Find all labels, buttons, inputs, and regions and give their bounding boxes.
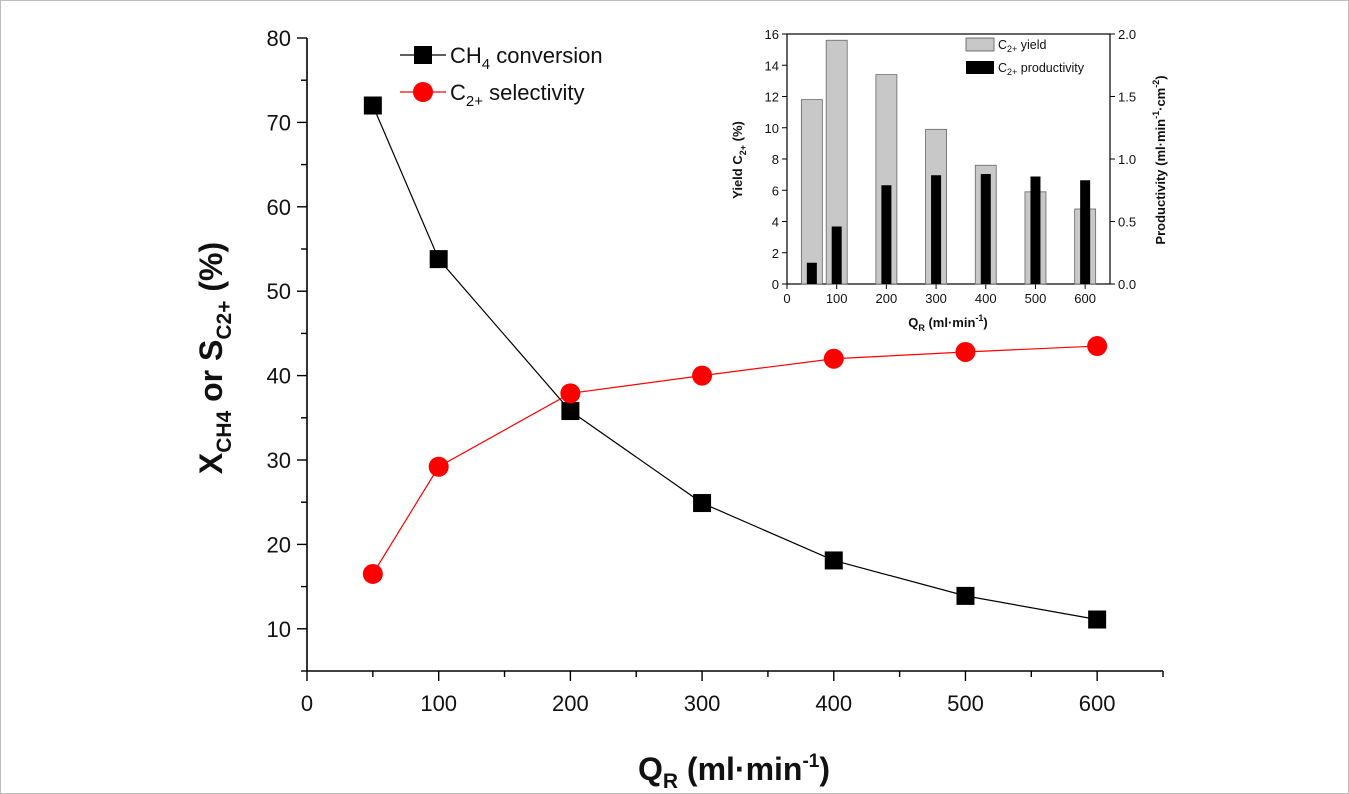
legend-entry-ch4-conversion: CH4 conversion xyxy=(400,43,603,73)
legend-label-ch4-conversion: CH4 conversion xyxy=(450,43,603,73)
data-point-c2-selectivity xyxy=(692,365,713,386)
main-legend: CH4 conversion C2+ selectivity xyxy=(400,43,603,110)
bar-c2-productivity xyxy=(931,175,942,284)
inset-y-right-tick-label: 2.0 xyxy=(1118,27,1136,42)
inset-y-left-tick-label: 10 xyxy=(765,121,779,136)
inset-y-right-tick-label: 0.5 xyxy=(1118,215,1136,230)
data-point-ch4-conversion xyxy=(561,402,580,421)
main-y-tick-label: 80 xyxy=(267,26,291,51)
main-y-tick-label: 60 xyxy=(267,195,291,220)
main-y-tick-label: 40 xyxy=(267,364,291,389)
inset-x-tick-label: 600 xyxy=(1074,291,1096,306)
legend-entry-c2-selectivity: C2+ selectivity xyxy=(400,80,584,110)
main-x-tick-label: 200 xyxy=(552,691,589,716)
inset-y-left-tick-label: 4 xyxy=(772,215,779,230)
main-x-tick-label: 600 xyxy=(1079,691,1116,716)
legend-marker-circle xyxy=(413,82,433,102)
data-point-ch4-conversion xyxy=(363,96,382,115)
main-y-tick-label: 30 xyxy=(267,448,291,473)
inset-x-tick-label: 0 xyxy=(783,291,790,306)
data-point-c2-selectivity xyxy=(955,341,976,362)
bar-c2-yield xyxy=(800,99,823,285)
data-point-c2-selectivity xyxy=(362,563,383,584)
bar-c2-productivity xyxy=(980,174,991,284)
inset-series xyxy=(800,39,1097,285)
main-x-tick-label: 400 xyxy=(815,691,852,716)
inset-x-tick-label: 300 xyxy=(925,291,947,306)
inset-legend-swatch-productivity xyxy=(966,61,994,74)
inset-legend-entry-productivity: C2+ productivity xyxy=(966,61,1085,77)
inset-y-left-tick-label: 8 xyxy=(772,152,779,167)
inset-legend-entry-yield: C2+ yield xyxy=(965,37,1047,54)
inset-y-left-tick-label: 12 xyxy=(765,90,779,105)
inset-x-tick-label: 400 xyxy=(975,291,997,306)
inset-legend-label-yield: C2+ yield xyxy=(998,38,1047,54)
inset-x-tick-label: 200 xyxy=(876,291,898,306)
inset-legend: C2+ yield C2+ productivity xyxy=(965,37,1085,77)
inset-y-left-tick-label: 0 xyxy=(772,277,779,292)
inset-y-left-tick-label: 6 xyxy=(772,183,779,198)
inset-axes: 0 100 200 300 400 500 600 0 2 4 6 8 10 12 14 16 0.0 0.5 1.… xyxy=(765,27,1137,306)
main-x-tick-label: 0 xyxy=(301,691,313,716)
main-x-tick-label: 100 xyxy=(420,691,457,716)
main-y-axis-title: XCH4 or SC2+ (%) xyxy=(193,242,236,474)
bar-c2-productivity xyxy=(1080,180,1091,284)
inset-y-right-tick-label: 1.0 xyxy=(1118,152,1136,167)
data-point-c2-selectivity xyxy=(428,456,449,477)
main-x-axis-title: QR (ml·min-1) xyxy=(638,751,830,793)
bar-c2-productivity xyxy=(806,262,817,284)
inset-x-tick-label: 100 xyxy=(826,291,848,306)
inset-y-left-title: Yield C2+ (%) xyxy=(730,121,748,199)
series-line-c2-selectivity xyxy=(372,345,1098,575)
data-point-c2-selectivity xyxy=(823,348,844,369)
inset-x-axis-title: QR (ml·min-1) xyxy=(908,313,988,333)
inset-legend-label-productivity: C2+ productivity xyxy=(998,61,1085,77)
bar-c2-productivity xyxy=(881,185,892,284)
main-series xyxy=(362,96,1108,629)
main-x-tick-label: 500 xyxy=(947,691,984,716)
data-point-ch4-conversion xyxy=(693,494,712,513)
inset-y-left-tick-label: 14 xyxy=(765,58,779,73)
data-point-c2-selectivity xyxy=(560,383,581,404)
main-x-tick-label: 300 xyxy=(684,691,721,716)
inset-y-right-tick-label: 1.5 xyxy=(1118,90,1136,105)
inset-y-left-tick-label: 16 xyxy=(765,27,779,42)
inset-x-tick-label: 500 xyxy=(1025,291,1047,306)
inset-legend-swatch-yield xyxy=(965,37,995,52)
data-point-ch4-conversion xyxy=(429,250,448,269)
bar-c2-productivity xyxy=(1030,176,1041,284)
inset-y-right-tick-label: 0.0 xyxy=(1118,277,1136,292)
main-y-tick-label: 70 xyxy=(267,110,291,135)
data-point-ch4-conversion xyxy=(824,551,843,570)
data-point-c2-selectivity xyxy=(1087,336,1108,357)
inset-y-left-tick-label: 2 xyxy=(772,246,779,261)
main-y-tick-label: 20 xyxy=(267,532,291,557)
main-y-tick-label: 10 xyxy=(267,617,291,642)
legend-label-c2-selectivity: C2+ selectivity xyxy=(450,80,584,110)
data-point-ch4-conversion xyxy=(1088,610,1107,629)
legend-marker-square xyxy=(414,46,432,64)
main-y-tick-label: 50 xyxy=(267,279,291,304)
bar-c2-productivity xyxy=(831,226,842,284)
inset-y-right-title: Productivity (ml·min-1·cm-2) xyxy=(1151,75,1168,244)
data-point-ch4-conversion xyxy=(956,586,975,605)
